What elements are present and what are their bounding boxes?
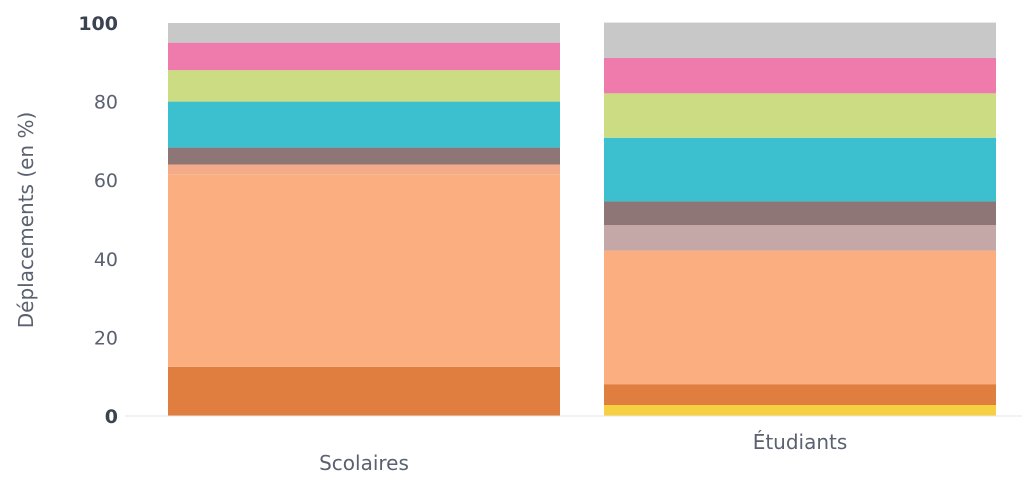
bar-segment-etudiants-6 [604, 201, 996, 226]
y-tick-label-80: 80 [94, 92, 118, 114]
bar-segment-etudiants-9 [604, 57, 996, 94]
bar-segment-scolaires-2 [168, 366, 560, 416]
bar-segment-scolaires-6 [168, 147, 560, 165]
x-axis-labels: Scolaires Étudiants [319, 430, 847, 475]
bar-segment-etudiants-5 [604, 225, 996, 251]
x-category-label-etudiants: Étudiants [753, 430, 848, 454]
bar-segment-etudiants-1 [604, 404, 996, 416]
bar-segment-scolaires-3 [168, 174, 560, 367]
bar-segment-scolaires-4 [168, 164, 560, 175]
bars-layer [168, 22, 996, 416]
y-tick-label-20: 20 [94, 327, 118, 349]
y-tick-label-40: 40 [94, 249, 118, 271]
bar-segment-etudiants-3 [604, 250, 996, 385]
x-category-label-scolaires: Scolaires [319, 451, 409, 475]
y-tick-label-100: 100 [78, 13, 118, 35]
bar-segment-scolaires-7 [168, 101, 560, 148]
bar-segment-etudiants-7 [604, 137, 996, 202]
bar-segment-etudiants-8 [604, 93, 996, 138]
bar-segment-etudiants-2 [604, 384, 996, 405]
y-tick-label-60: 60 [94, 170, 118, 192]
y-axis-title: Déplacements (en %) [14, 112, 38, 329]
y-tick-label-0: 0 [105, 406, 118, 428]
bar-segment-scolaires-10 [168, 23, 560, 43]
bar-segment-etudiants-10 [604, 22, 996, 58]
y-axis-ticks: 0 20 40 60 80 100 [78, 13, 118, 428]
bar-segment-scolaires-8 [168, 70, 560, 102]
bar-segment-scolaires-9 [168, 42, 560, 71]
